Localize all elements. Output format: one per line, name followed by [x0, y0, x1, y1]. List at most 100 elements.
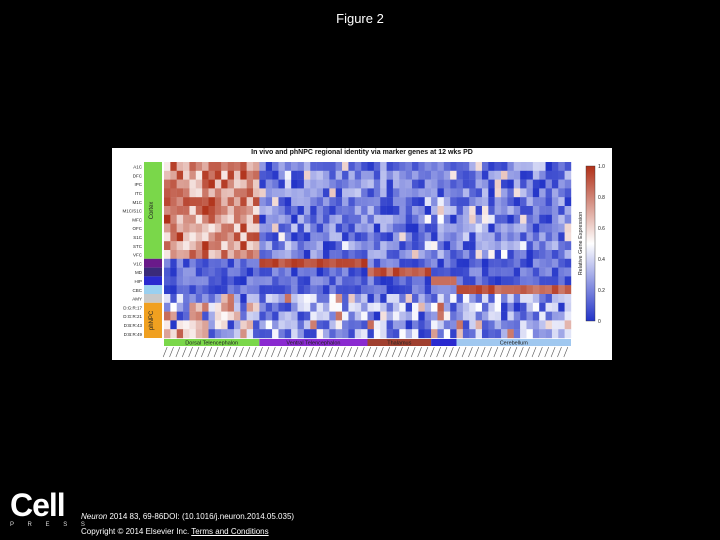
heatmap-cell: [195, 197, 203, 207]
heatmap-cell: [367, 294, 375, 303]
heatmap-cell: [170, 302, 177, 312]
heatmap-cell: [164, 214, 171, 224]
heatmap-cell: [513, 179, 521, 189]
heatmap-cell: [265, 320, 273, 330]
heatmap-cell: [424, 170, 432, 180]
heatmap-cell: [227, 329, 235, 339]
heatmap-cell: [310, 232, 317, 242]
heatmap-cell: [176, 197, 184, 207]
heatmap-cell: [335, 302, 343, 312]
heatmap-cell: [551, 267, 559, 277]
heatmap-cell: [195, 294, 203, 303]
heatmap-cell: [208, 206, 216, 215]
heatmap-cell: [183, 329, 190, 339]
heatmap-cell: [361, 197, 368, 207]
heatmap-cell: [488, 241, 495, 251]
heatmap-cell: [227, 294, 235, 303]
heatmap-cell: [329, 276, 336, 286]
heatmap-cell: [291, 197, 298, 207]
heatmap-cell: [392, 223, 400, 233]
heatmap-cell: [214, 179, 222, 189]
heatmap-cell: [443, 285, 451, 295]
heatmap-cell: [373, 311, 381, 321]
heatmap-cell: [322, 241, 330, 251]
heatmap-cell: [240, 329, 247, 339]
heatmap-cell: [564, 311, 572, 321]
heatmap-cell: [227, 197, 235, 207]
heatmap-cell: [253, 232, 260, 242]
heatmap-cell: [532, 206, 540, 215]
heatmap-cell: [418, 311, 425, 321]
heatmap-cell: [545, 329, 553, 339]
heatmap-cell: [170, 179, 177, 189]
heatmap-cell: [342, 214, 349, 224]
column-tick: [296, 346, 302, 358]
heatmap-cell: [208, 188, 216, 198]
heatmap-cell: [386, 320, 394, 330]
heatmap-cell: [329, 267, 336, 277]
heatmap-cell: [189, 302, 196, 312]
heatmap-cell: [545, 206, 553, 215]
heatmap-cell: [539, 320, 546, 330]
heatmap-cell: [329, 232, 336, 242]
heatmap-cell: [431, 258, 438, 268]
heatmap-cell: [551, 170, 559, 180]
heatmap-cell: [520, 329, 527, 339]
heatmap-cell: [322, 232, 330, 242]
heatmap-cell: [278, 206, 286, 215]
column-tick: [181, 346, 187, 358]
heatmap-cell: [284, 302, 292, 312]
column-tick: [461, 346, 467, 358]
heatmap-cell: [164, 162, 171, 171]
heatmap-cell: [164, 188, 171, 198]
heatmap-cell: [202, 285, 209, 295]
heatmap-cell: [462, 320, 470, 330]
heatmap-cell: [233, 232, 241, 242]
column-group-bar: [431, 339, 457, 346]
heatmap-cell: [412, 294, 419, 303]
heatmap-cell: [329, 311, 336, 321]
heatmap-cell: [380, 302, 387, 312]
heatmap-cell: [456, 294, 464, 303]
heatmap-cell: [392, 214, 400, 224]
heatmap-cell: [361, 250, 368, 259]
column-tick: [429, 346, 435, 358]
heatmap-cell: [412, 285, 419, 295]
heatmap-cell: [431, 232, 438, 242]
heatmap-cell: [450, 250, 457, 259]
row-label: AMY: [132, 297, 142, 302]
heatmap-cell: [545, 311, 553, 321]
heatmap-cell: [469, 188, 476, 198]
heatmap-cell: [558, 250, 565, 259]
heatmap-cell: [265, 329, 273, 339]
column-tick: [525, 346, 530, 358]
heatmap-cell: [507, 197, 514, 207]
heatmap-cell: [233, 258, 241, 268]
heatmap-cell: [424, 320, 432, 330]
heatmap-cell: [392, 162, 400, 171]
column-tick: [162, 346, 168, 358]
heatmap-cell: [412, 329, 419, 339]
heatmap-cell: [335, 258, 343, 268]
heatmap-cell: [558, 188, 565, 198]
heatmap-cell: [380, 250, 387, 259]
row-label: A1C: [133, 165, 143, 170]
heatmap-cell: [259, 276, 266, 286]
heatmap-cell: [488, 206, 495, 215]
heatmap-cell: [278, 197, 286, 207]
heatmap-cell: [558, 276, 565, 286]
heatmap-cell: [272, 179, 279, 189]
heatmap-cell: [526, 232, 534, 242]
column-tick: [309, 346, 314, 358]
heatmap-cell: [539, 214, 546, 224]
copyright: Copyright © 2014 Elsevier Inc. Terms and…: [81, 527, 269, 536]
heatmap-cell: [380, 285, 387, 295]
heatmap-cell: [240, 320, 247, 330]
terms-link[interactable]: Terms and Conditions: [191, 527, 269, 536]
heatmap-cell: [227, 162, 235, 171]
heatmap-cell: [481, 329, 489, 339]
heatmap-cell: [399, 329, 406, 339]
heatmap-cell: [437, 285, 445, 295]
heatmap-cell: [342, 285, 349, 295]
heatmap-cell: [399, 276, 406, 286]
